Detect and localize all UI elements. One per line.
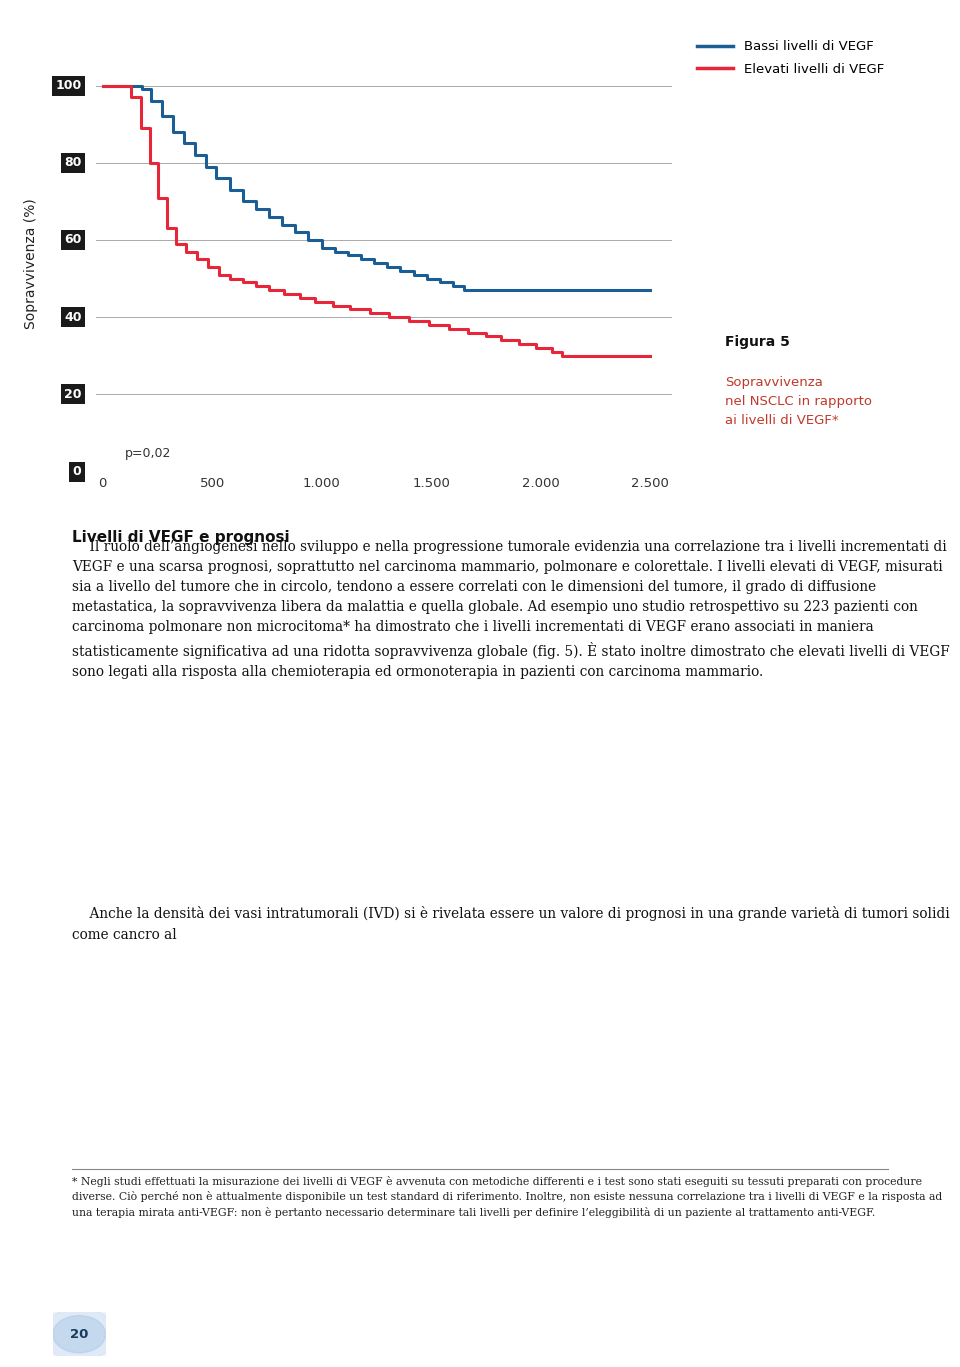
Text: 40: 40 [64,310,82,324]
Ellipse shape [32,1301,127,1367]
Text: Anche la densità dei vasi intratumorali (IVD) si è rivelata essere un valore di : Anche la densità dei vasi intratumorali … [72,906,949,942]
Ellipse shape [21,1293,137,1367]
Legend: Bassi livelli di VEGF, Elevati livelli di VEGF: Bassi livelli di VEGF, Elevati livelli d… [697,41,884,75]
Text: 100: 100 [56,79,82,92]
Ellipse shape [42,1308,116,1360]
Text: 0: 0 [73,465,82,478]
Text: 20: 20 [70,1327,88,1341]
Text: Sopravvivenza
nel NSCLC in rapporto
ai livelli di VEGF*: Sopravvivenza nel NSCLC in rapporto ai l… [725,376,872,427]
Text: Figura 5: Figura 5 [725,335,790,349]
Text: 80: 80 [64,156,82,170]
Text: Il ruolo dell’angiogenesi nello sviluppo e nella progressione tumorale evidenzia: Il ruolo dell’angiogenesi nello sviluppo… [72,540,949,679]
Text: * Negli studi effettuati la misurazione dei livelli di VEGF è avvenuta con metod: * Negli studi effettuati la misurazione … [72,1176,943,1218]
Text: Livelli di VEGF e prognosi: Livelli di VEGF e prognosi [72,530,290,545]
Y-axis label: Sopravvivenza (%): Sopravvivenza (%) [24,198,38,328]
Ellipse shape [53,1315,106,1353]
Text: p=0,02: p=0,02 [125,447,171,461]
Text: 60: 60 [64,234,82,246]
Text: 20: 20 [64,388,82,401]
